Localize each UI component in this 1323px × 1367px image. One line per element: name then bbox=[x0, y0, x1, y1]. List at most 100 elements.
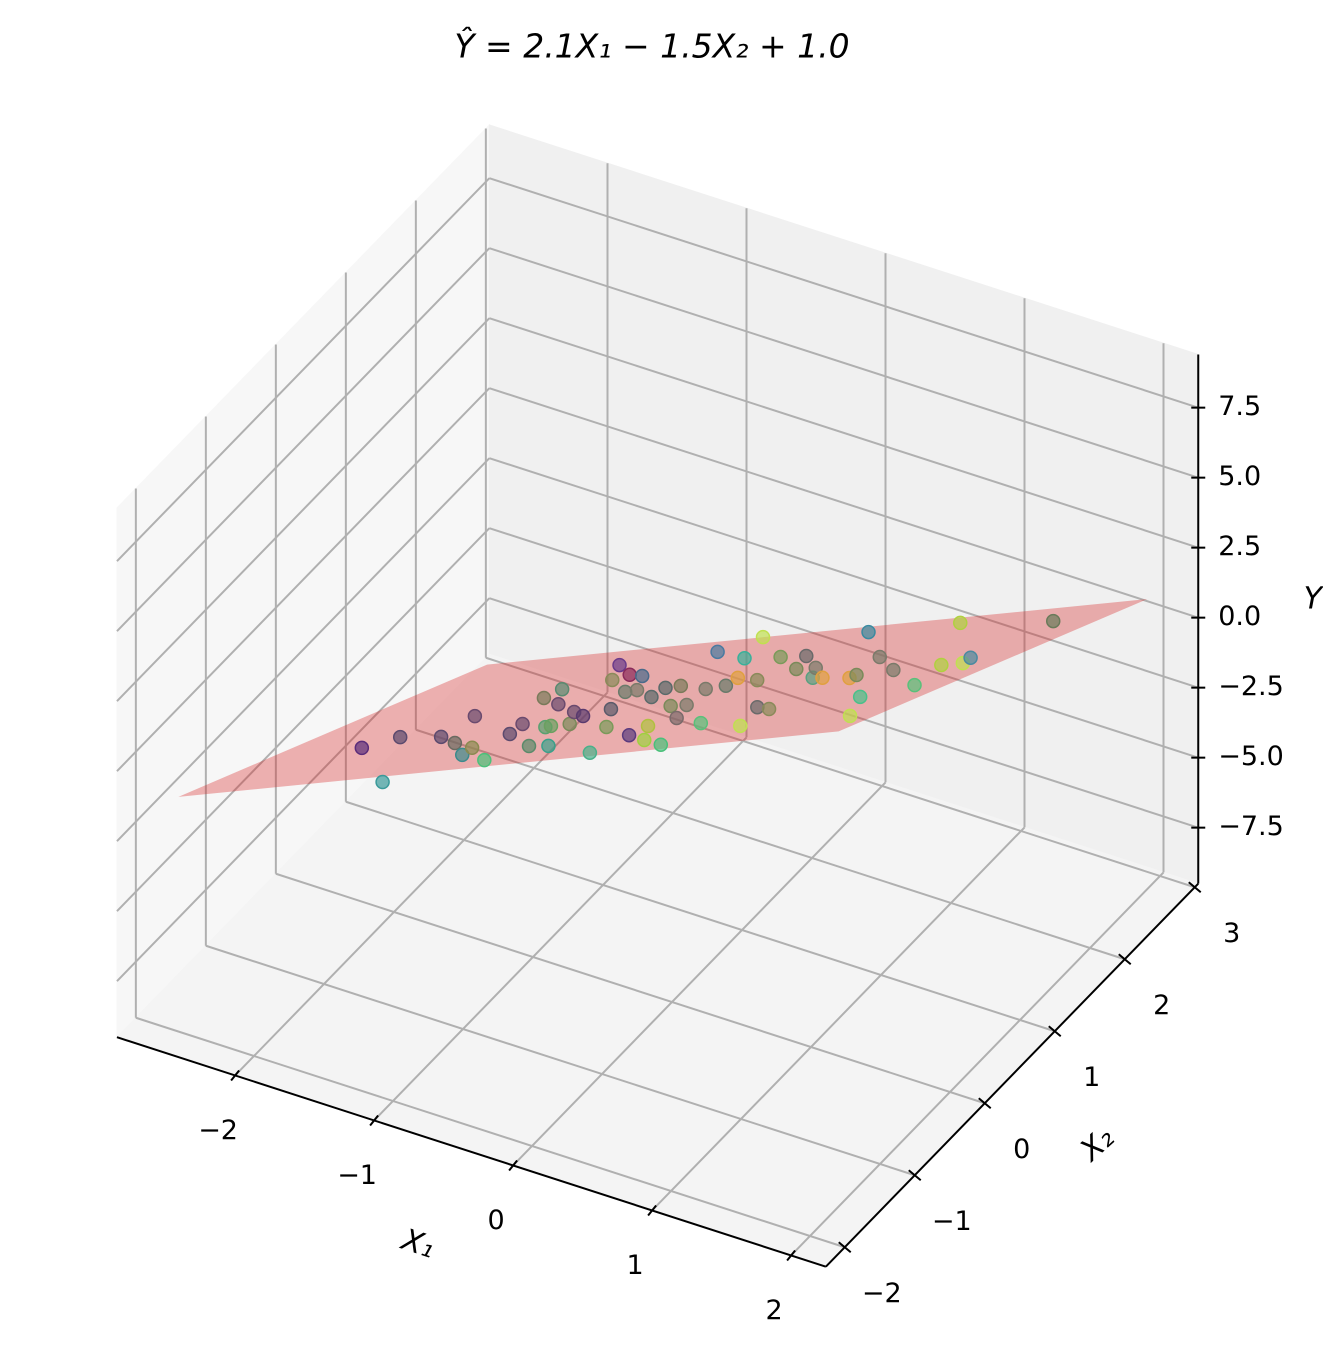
x-tick-label: 0 bbox=[488, 1205, 505, 1236]
z-tick-label: −5.0 bbox=[1218, 741, 1284, 772]
data-point bbox=[963, 650, 978, 665]
data-point bbox=[815, 670, 830, 685]
data-point bbox=[467, 708, 483, 724]
data-point bbox=[464, 740, 480, 756]
tick-mark bbox=[786, 1249, 796, 1262]
tick-mark bbox=[838, 1241, 852, 1254]
data-point bbox=[749, 672, 765, 688]
data-point bbox=[653, 737, 669, 752]
grid-line bbox=[489, 177, 1199, 409]
data-point bbox=[392, 729, 408, 745]
z-axis-label: Y bbox=[1304, 582, 1323, 617]
data-point bbox=[755, 629, 771, 645]
data-point bbox=[1045, 613, 1061, 629]
grid-line bbox=[415, 728, 1126, 961]
data-point bbox=[621, 727, 637, 743]
data-point bbox=[886, 662, 901, 678]
data-point bbox=[934, 657, 949, 673]
grid-line bbox=[489, 527, 1199, 759]
y-tick-label: 1 bbox=[1083, 1062, 1100, 1093]
data-point bbox=[861, 624, 876, 640]
data-point bbox=[562, 716, 577, 732]
data-point bbox=[842, 708, 858, 724]
data-point bbox=[750, 699, 765, 715]
data-point bbox=[582, 745, 598, 760]
grid-line bbox=[116, 317, 491, 702]
grid-line bbox=[135, 1016, 846, 1249]
x-tick-label: 2 bbox=[766, 1295, 783, 1326]
data-point bbox=[629, 682, 645, 698]
tick-mark bbox=[908, 1169, 922, 1182]
data-point bbox=[907, 677, 922, 693]
grid-line bbox=[345, 800, 1056, 1033]
z-tick-label: 5.0 bbox=[1218, 461, 1261, 492]
y-tick-label: −1 bbox=[932, 1206, 972, 1237]
data-point bbox=[663, 698, 678, 714]
data-point bbox=[612, 657, 627, 673]
data-point bbox=[679, 697, 694, 713]
data-point bbox=[354, 740, 370, 756]
data-point bbox=[693, 715, 709, 731]
data-point bbox=[617, 684, 633, 700]
y-tick-label: −2 bbox=[862, 1278, 902, 1309]
data-point bbox=[644, 689, 659, 705]
data-point bbox=[953, 615, 968, 631]
data-point bbox=[852, 689, 868, 705]
data-point bbox=[640, 718, 656, 734]
z-tick-label: 0.0 bbox=[1218, 601, 1261, 632]
data-point bbox=[603, 701, 619, 717]
data-point bbox=[454, 747, 470, 763]
data-point bbox=[730, 670, 746, 686]
tick-mark bbox=[508, 1159, 518, 1172]
grid-line bbox=[651, 826, 1026, 1212]
grid-line bbox=[116, 457, 491, 842]
data-point bbox=[521, 738, 537, 754]
z-tick-label: 7.5 bbox=[1218, 391, 1261, 422]
tick-mark bbox=[1048, 1025, 1062, 1038]
axis-line bbox=[825, 882, 1199, 1268]
data-point bbox=[554, 681, 570, 697]
data-point bbox=[634, 668, 650, 684]
data-point bbox=[536, 690, 552, 706]
data-point bbox=[622, 667, 637, 683]
data-point bbox=[515, 716, 530, 732]
grid-line bbox=[116, 527, 491, 912]
tick-mark bbox=[978, 1097, 992, 1110]
grid-line bbox=[489, 457, 1199, 689]
data-point bbox=[761, 701, 777, 717]
grid-line bbox=[489, 247, 1199, 479]
data-point bbox=[673, 678, 689, 694]
data-point bbox=[605, 672, 620, 688]
data-point bbox=[718, 678, 734, 693]
y-tick-label: 2 bbox=[1153, 990, 1170, 1021]
regression-plane bbox=[178, 599, 1148, 797]
z-tick-label: −2.5 bbox=[1218, 671, 1284, 702]
data-point bbox=[698, 681, 713, 697]
data-point bbox=[477, 752, 492, 768]
tick-mark bbox=[647, 1204, 657, 1217]
grid-line bbox=[116, 247, 491, 632]
grid-line bbox=[489, 387, 1199, 619]
z-tick-label: 2.5 bbox=[1218, 531, 1261, 562]
data-point bbox=[872, 649, 888, 665]
grid-line bbox=[373, 736, 748, 1122]
data-point bbox=[599, 719, 614, 735]
grid-line bbox=[790, 871, 1165, 1257]
data-point bbox=[551, 696, 566, 712]
tick-mark bbox=[1118, 953, 1132, 966]
chart-title: Ŷ = 2.1X₁ − 1.5X₂ + 1.0 bbox=[454, 26, 849, 66]
tick-mark bbox=[369, 1114, 379, 1127]
grid-line bbox=[116, 177, 491, 562]
data-point bbox=[789, 661, 804, 677]
data-point bbox=[502, 726, 518, 742]
data-point bbox=[658, 680, 673, 696]
data-point bbox=[737, 651, 752, 666]
z-tick-label: −7.5 bbox=[1218, 811, 1284, 842]
x-tick-label: −2 bbox=[198, 1115, 238, 1146]
data-point bbox=[575, 708, 591, 724]
grid-line bbox=[234, 691, 609, 1077]
grid-line bbox=[485, 656, 1196, 889]
data-point bbox=[375, 774, 390, 790]
x-tick-label: 1 bbox=[627, 1250, 644, 1281]
tick-mark bbox=[1188, 881, 1202, 894]
